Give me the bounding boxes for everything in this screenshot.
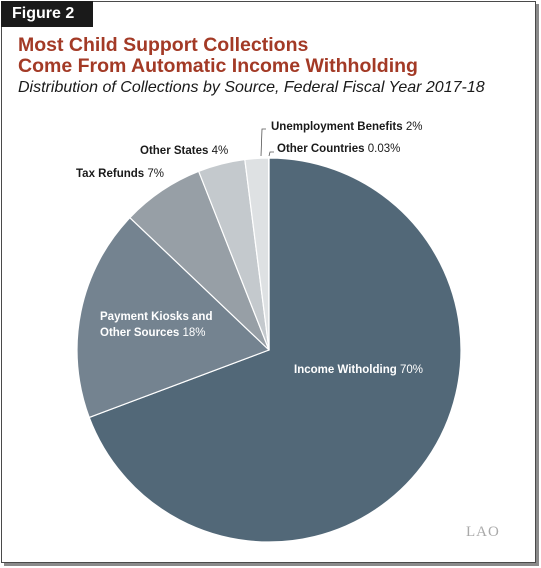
slice-label-tax-refunds: Tax Refunds 7% — [76, 168, 164, 180]
chart-title: Most Child Support Collections Come From… — [18, 35, 518, 77]
slice-label-name: Unemployment Benefits — [271, 121, 406, 133]
slice-label-unemployment-benefits: Unemployment Benefits 2% — [271, 121, 422, 133]
slice-label-other-states: Other States 4% — [140, 145, 228, 157]
leader-line-other-countries — [268, 151, 274, 157]
slice-label-payment-kiosks-and-other-sources: Payment Kiosks and Other Sources 18% — [100, 311, 212, 339]
slice-label-value: 18% — [182, 327, 205, 339]
slice-label-value: 0.03% — [368, 143, 401, 155]
pie-slice-income-witholding — [88, 157, 462, 543]
slice-label-name: Other States — [140, 145, 212, 157]
slice-label-value: 7% — [147, 168, 164, 180]
slice-label-name: Other Sources — [100, 327, 182, 339]
slice-label-name: Payment Kiosks and — [100, 311, 212, 323]
lao-logo: LAO — [466, 524, 500, 540]
figure-label: Figure 2 — [1, 1, 93, 27]
slice-label-income-witholding: Income Witholding 70% — [294, 364, 423, 376]
chart-title-line-2: Come From Automatic Income Withholding — [18, 55, 418, 77]
slice-label-value: 2% — [406, 121, 423, 133]
chart-title-line-1: Most Child Support Collections — [18, 34, 309, 56]
slice-label-name: Income Witholding — [294, 364, 400, 376]
pie-slice-payment-kiosks-and-other-sources — [76, 217, 270, 419]
slice-label-other-countries: Other Countries 0.03% — [277, 143, 400, 155]
chart-subtitle: Distribution of Collections by Source, F… — [18, 79, 485, 96]
slice-label-name: Tax Refunds — [76, 168, 147, 180]
leader-line-unemployment-benefits — [260, 128, 266, 157]
slice-label-value: 4% — [212, 145, 229, 157]
slice-label-value: 70% — [400, 364, 423, 376]
slice-label-name: Other Countries — [277, 143, 368, 155]
